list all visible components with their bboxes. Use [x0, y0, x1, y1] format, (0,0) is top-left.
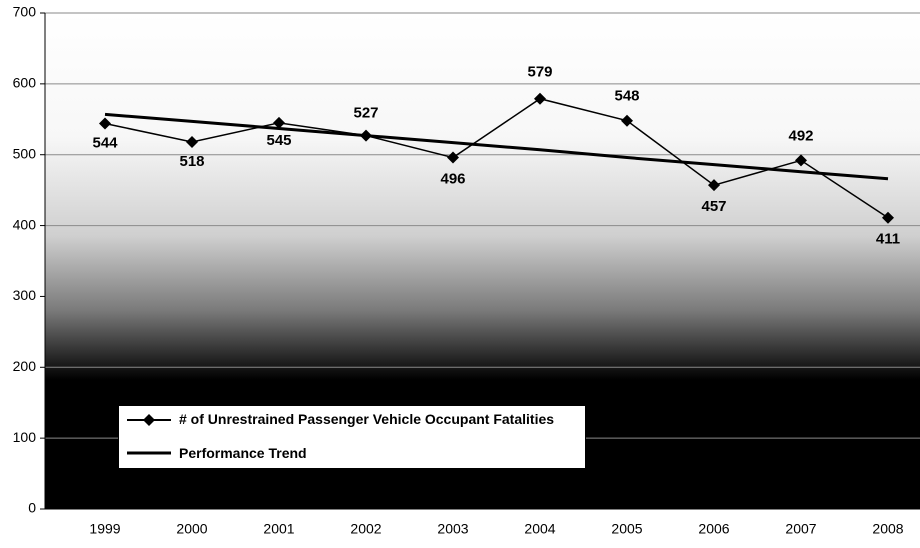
marker: [447, 151, 459, 164]
y-tick-label: 200: [13, 358, 37, 374]
data-label: 496: [440, 171, 465, 188]
x-tick-label: 2003: [437, 521, 468, 537]
trend-line: [104, 112, 889, 181]
legend-marker: [143, 414, 155, 426]
marker: [273, 116, 285, 129]
data-label: 411: [876, 231, 900, 248]
legend-label: # of Unrestrained Passenger Vehicle Occu…: [179, 411, 555, 427]
y-tick-label: 600: [13, 75, 37, 91]
marker: [882, 211, 894, 224]
marker: [621, 114, 633, 127]
y-tick-label: 500: [13, 145, 37, 161]
x-tick-label: 2000: [176, 521, 207, 537]
x-tick-label: 2004: [524, 521, 555, 537]
x-tick-label: 1999: [89, 521, 120, 537]
x-tick-label: 2007: [785, 521, 816, 537]
y-tick-label: 400: [13, 216, 37, 232]
legend: # of Unrestrained Passenger Vehicle Occu…: [118, 405, 586, 469]
marker: [186, 135, 198, 148]
y-tick-label: 300: [13, 287, 37, 303]
data-line: [104, 97, 889, 219]
data-label: 544: [92, 135, 118, 152]
x-tick-label: 2002: [350, 521, 381, 537]
y-tick-label: 700: [13, 4, 37, 20]
marker: [795, 154, 807, 167]
y-tick-label: 100: [13, 429, 37, 445]
marker: [534, 92, 546, 105]
data-label: 527: [353, 105, 378, 122]
legend-label: Performance Trend: [179, 445, 307, 461]
data-label: 492: [788, 127, 813, 144]
marker: [708, 179, 720, 192]
data-label: 548: [614, 88, 639, 105]
data-label: 545: [266, 132, 291, 149]
y-tick-label: 0: [28, 500, 36, 516]
legend-keys: [127, 414, 171, 455]
x-tick-label: 2005: [611, 521, 642, 537]
x-tick-label: 2008: [872, 521, 903, 537]
data-label: 518: [179, 153, 204, 170]
x-tick-label: 2001: [263, 521, 294, 537]
x-tick-label: 2006: [698, 521, 729, 537]
data-label: 579: [527, 64, 552, 81]
marker: [99, 117, 111, 130]
data-label: 457: [701, 198, 726, 215]
